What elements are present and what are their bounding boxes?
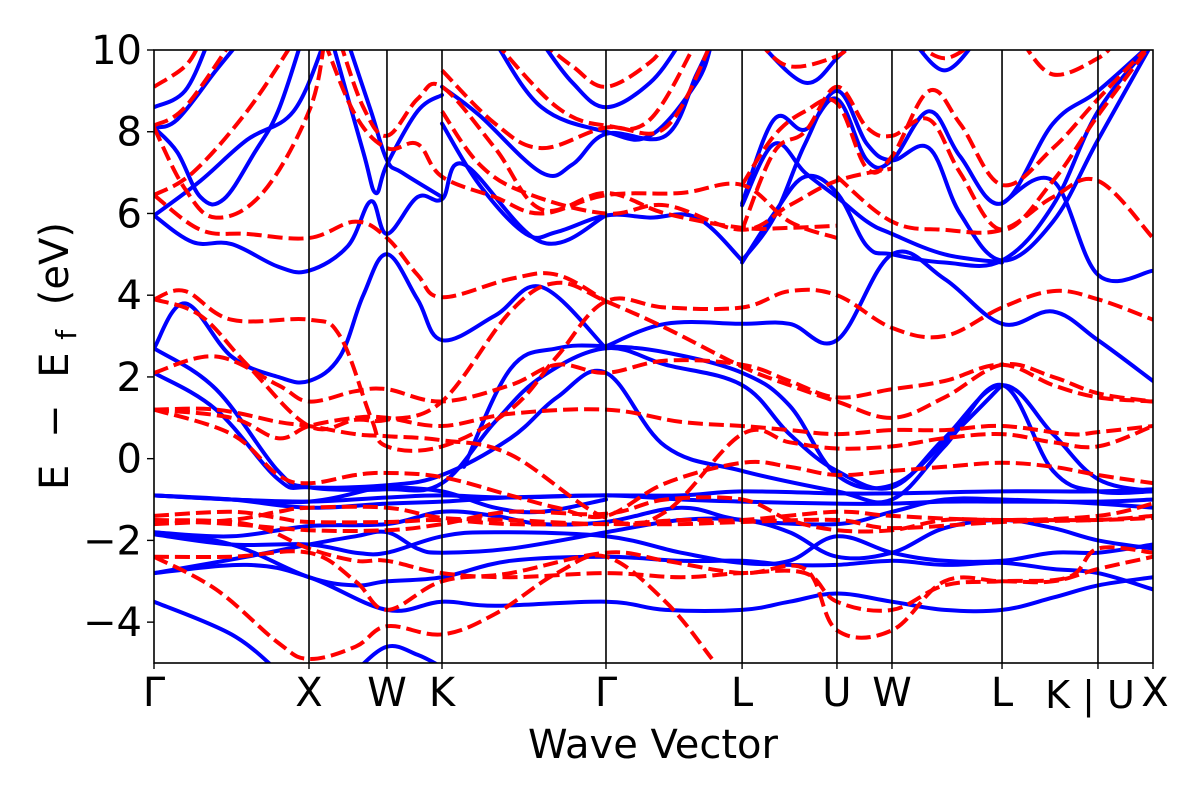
dashed-band-6 bbox=[154, 407, 1153, 441]
solid-band-22 bbox=[440, 121, 745, 263]
dashed-band-19 bbox=[440, 110, 893, 232]
y-tick-label-5: 6 bbox=[117, 191, 142, 237]
x-tick-label-8: L bbox=[991, 670, 1014, 716]
dashed-band-28 bbox=[1025, 50, 1112, 77]
dashed-band-9 bbox=[154, 287, 1153, 453]
dashed-band-20 bbox=[440, 50, 711, 151]
y-label-e: E bbox=[32, 465, 78, 490]
dashed-band-21 bbox=[499, 50, 695, 132]
dashed-band-15 bbox=[154, 50, 229, 128]
x-tick-label-6: U bbox=[822, 670, 851, 716]
x-tick-label-4: Γ bbox=[595, 670, 618, 716]
solid-band-23 bbox=[440, 50, 711, 179]
dashed-band-0 bbox=[154, 553, 714, 661]
solid-band-19 bbox=[154, 50, 208, 110]
solid-band-18 bbox=[154, 50, 236, 130]
x-tick-label-1: X bbox=[295, 670, 322, 716]
y-tick-label-6: 8 bbox=[117, 110, 142, 156]
solid-band-20 bbox=[332, 50, 444, 196]
dashed-band-5 bbox=[154, 495, 1153, 534]
dashed-band-26 bbox=[763, 50, 849, 69]
dashed-band-16 bbox=[154, 50, 199, 89]
y-tick-label-4: 4 bbox=[117, 273, 142, 319]
solid-band-24 bbox=[497, 50, 712, 142]
y-tick-label-0: −4 bbox=[83, 600, 142, 646]
solid-band-30 bbox=[1000, 175, 1153, 284]
y-axis-ticks: −4 −2 0 2 4 6 8 10 bbox=[83, 28, 154, 646]
solid-band-12 bbox=[154, 252, 608, 385]
x-tick-label-7: W bbox=[872, 670, 912, 716]
y-label-e2: E bbox=[32, 352, 78, 377]
dashed-band-23 bbox=[740, 50, 1150, 232]
x-axis-label: Wave Vector bbox=[528, 722, 779, 768]
dashed-band-2 bbox=[154, 518, 1153, 613]
solid-band-28 bbox=[740, 50, 1149, 268]
y-tick-label-2: 0 bbox=[117, 437, 142, 483]
solid-band-15 bbox=[154, 161, 608, 275]
y-tick-label-3: 2 bbox=[117, 355, 142, 401]
solid-band-26 bbox=[740, 141, 1004, 265]
solid-band-1 bbox=[361, 644, 439, 663]
solid-band-27 bbox=[740, 50, 1151, 263]
y-label-unit: (eV) bbox=[32, 222, 78, 305]
kpoint-lines bbox=[308, 50, 1099, 663]
dashed-band-1 bbox=[154, 549, 1153, 640]
solid-band-3 bbox=[154, 562, 1153, 614]
y-tick-label-7: 10 bbox=[91, 28, 142, 74]
plot-frame bbox=[153, 49, 1154, 664]
y-label-minus: − bbox=[32, 404, 78, 438]
solid-band-0 bbox=[154, 599, 272, 663]
y-tick-label-1: −2 bbox=[83, 518, 142, 564]
dashed-band-3 bbox=[154, 509, 1153, 531]
solid-band-14 bbox=[604, 249, 1153, 383]
dashed-band-22 bbox=[548, 50, 664, 89]
x-tick-label-3: K bbox=[429, 670, 457, 716]
dashed-band-27 bbox=[921, 50, 968, 61]
y-axis-label: E − E f (eV) bbox=[32, 222, 86, 490]
x-tick-label-5: L bbox=[731, 670, 754, 716]
dashed-band-11 bbox=[154, 406, 1153, 527]
solid-band-29 bbox=[740, 50, 1147, 206]
solid-band-17 bbox=[154, 50, 301, 207]
x-tick-label-10: X bbox=[1141, 670, 1168, 716]
dashed-band-17 bbox=[325, 50, 838, 240]
y-label-subscript-f: f bbox=[50, 329, 83, 340]
svg-text:E − E f: E − E f (eV) bbox=[32, 222, 86, 490]
x-tick-label-0: Γ bbox=[143, 670, 166, 716]
dashed-band-24 bbox=[740, 50, 1148, 188]
dashed-band-13 bbox=[154, 50, 291, 197]
solid-band-8 bbox=[154, 496, 1153, 539]
x-tick-label-2: W bbox=[367, 670, 407, 716]
x-tick-label-9: K | U bbox=[1045, 673, 1135, 718]
